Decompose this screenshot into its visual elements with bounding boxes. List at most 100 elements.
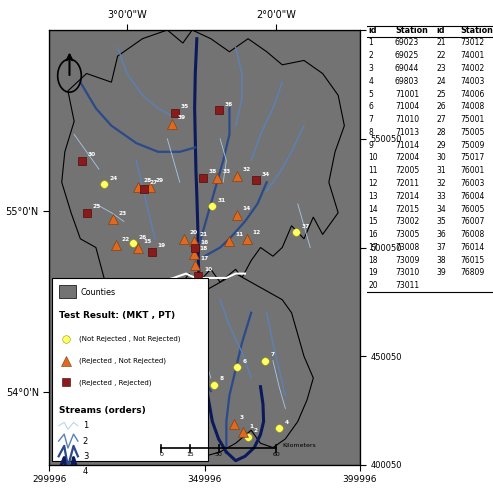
Text: 30: 30 (87, 152, 96, 157)
Text: 1: 1 (369, 38, 373, 48)
Text: 73012: 73012 (460, 38, 485, 48)
Text: 21: 21 (199, 232, 208, 237)
Text: 37: 37 (302, 224, 310, 229)
Text: 25: 25 (436, 90, 446, 98)
Text: 71004: 71004 (395, 102, 419, 112)
Text: 7: 7 (271, 352, 275, 357)
Text: 25: 25 (92, 204, 101, 209)
Text: 23: 23 (436, 64, 446, 73)
Text: 32: 32 (436, 179, 446, 188)
Text: 37: 37 (436, 243, 446, 252)
Text: 26: 26 (139, 234, 147, 240)
Text: 20: 20 (190, 230, 198, 235)
Text: 76007: 76007 (460, 218, 485, 226)
Text: 1: 1 (249, 424, 253, 429)
Text: 19: 19 (369, 268, 378, 278)
Text: 35: 35 (180, 104, 189, 109)
Text: 2: 2 (254, 428, 258, 433)
Text: 39: 39 (177, 115, 186, 120)
Text: 2: 2 (369, 51, 373, 60)
Text: 75017: 75017 (460, 154, 485, 162)
Text: Test Result: (MKT , PT): Test Result: (MKT , PT) (59, 310, 175, 320)
Text: 76004: 76004 (460, 192, 485, 201)
Text: (Not Rejected , Not Rejected): (Not Rejected , Not Rejected) (79, 336, 180, 342)
Text: 39: 39 (436, 268, 446, 278)
Text: 22: 22 (436, 51, 446, 60)
Text: Station: Station (460, 26, 493, 35)
Text: 71010: 71010 (395, 115, 419, 124)
Text: 75001: 75001 (460, 115, 485, 124)
Text: 11: 11 (235, 232, 243, 237)
Text: 27: 27 (436, 115, 446, 124)
Text: 22: 22 (122, 237, 130, 242)
Text: 11: 11 (369, 166, 378, 175)
Text: 3: 3 (240, 415, 244, 420)
Text: 24: 24 (436, 77, 446, 86)
Text: 21: 21 (436, 38, 446, 48)
Text: 75009: 75009 (460, 140, 485, 149)
Polygon shape (62, 30, 344, 295)
Text: 26: 26 (436, 102, 446, 112)
Text: 18: 18 (369, 256, 378, 264)
Text: id: id (436, 26, 445, 35)
Text: 73010: 73010 (395, 268, 419, 278)
Text: 9: 9 (369, 140, 373, 149)
Text: 5: 5 (369, 90, 373, 98)
Text: 74001: 74001 (460, 51, 485, 60)
Text: 27: 27 (149, 180, 158, 186)
Text: 17: 17 (201, 256, 209, 262)
Text: 7: 7 (369, 115, 373, 124)
Text: id: id (369, 26, 377, 35)
Text: 76809: 76809 (460, 268, 485, 278)
Text: 29: 29 (156, 178, 164, 183)
Text: 76014: 76014 (460, 243, 485, 252)
Text: 3: 3 (369, 64, 373, 73)
Text: 60: 60 (272, 452, 280, 458)
Text: (Rejected , Rejected): (Rejected , Rejected) (79, 379, 151, 386)
Text: 69025: 69025 (395, 51, 419, 60)
Text: 76015: 76015 (460, 256, 485, 264)
Text: 36: 36 (224, 102, 232, 107)
Bar (59, 286, 76, 298)
Text: 9: 9 (167, 370, 171, 374)
Text: 3: 3 (83, 452, 88, 461)
Text: 69044: 69044 (395, 64, 420, 73)
Text: 17: 17 (369, 243, 378, 252)
Text: 74002: 74002 (460, 64, 485, 73)
Text: 13: 13 (369, 192, 378, 201)
Text: 76008: 76008 (460, 230, 485, 239)
Text: 33: 33 (436, 192, 446, 201)
Text: 6: 6 (369, 102, 373, 112)
Text: 13: 13 (184, 298, 192, 302)
Text: 72005: 72005 (395, 166, 419, 175)
Text: 15: 15 (186, 452, 194, 458)
Text: 2: 2 (83, 436, 88, 446)
Text: Streams (orders): Streams (orders) (59, 406, 145, 416)
Text: 31: 31 (436, 166, 446, 175)
Text: 12: 12 (252, 230, 260, 235)
Text: 33: 33 (223, 170, 231, 174)
Text: 71001: 71001 (395, 90, 419, 98)
Text: 76001: 76001 (460, 166, 485, 175)
Text: 4: 4 (285, 420, 289, 424)
Text: 69023: 69023 (395, 38, 419, 48)
Text: 6: 6 (243, 358, 247, 364)
Text: 75005: 75005 (460, 128, 485, 137)
Text: Counties: Counties (80, 288, 115, 297)
Text: 5: 5 (190, 370, 194, 374)
Text: 74003: 74003 (460, 77, 485, 86)
Text: 73009: 73009 (395, 256, 420, 264)
Text: 4: 4 (369, 77, 373, 86)
Text: 14: 14 (243, 206, 251, 212)
Text: 38: 38 (209, 170, 217, 174)
Polygon shape (127, 274, 313, 456)
Text: 14: 14 (369, 204, 378, 214)
Text: 20: 20 (369, 281, 378, 290)
Text: 29: 29 (436, 140, 446, 149)
Text: 18: 18 (199, 246, 208, 250)
Text: 24: 24 (109, 176, 117, 181)
Text: 38: 38 (436, 256, 446, 264)
Text: 73002: 73002 (395, 218, 419, 226)
Text: 74008: 74008 (460, 102, 485, 112)
Text: 32: 32 (243, 167, 251, 172)
